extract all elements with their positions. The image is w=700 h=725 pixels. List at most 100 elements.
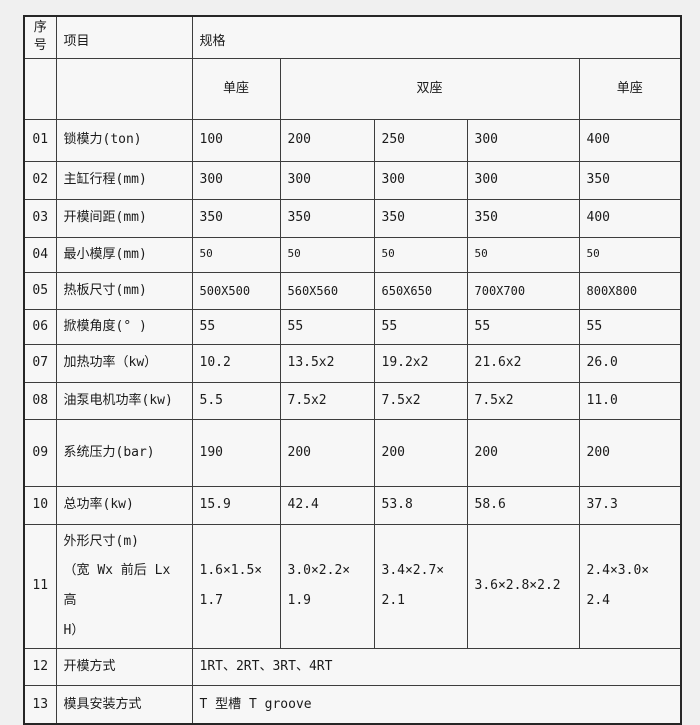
row-value: 5.5 (191, 381, 281, 420)
row-value-span: 1RT、2RT、3RT、4RT (191, 648, 682, 687)
row-value: 1.6×1.5× 1.7 (191, 523, 281, 650)
row-value: 21.6x2 (466, 343, 580, 383)
row-no: 10 (23, 485, 57, 525)
row-value: 15.9 (191, 485, 281, 525)
row-item: 总功率(kw) (55, 485, 193, 525)
row-value: 50 (373, 236, 468, 273)
row-item: 掀模角度(° ) (55, 308, 193, 345)
row-value: 190 (191, 418, 281, 487)
row-value: 55 (578, 308, 682, 345)
row-value: 55 (466, 308, 580, 345)
table-row: 13 模具安装方式 T 型槽 T groove (23, 685, 682, 725)
table-row: 04 最小模厚(mm) 50 50 50 50 50 (23, 236, 682, 273)
row-value: 300 (191, 160, 281, 200)
row-item: 主缸行程(mm) (55, 160, 193, 200)
row-value: 350 (279, 198, 375, 238)
row-no: 13 (23, 685, 57, 725)
header-row-main: 序 号 项目 规格 (23, 15, 682, 59)
row-value: 3.6×2.8×2.2 (466, 523, 580, 650)
row-value: 350 (466, 198, 580, 238)
row-value: 350 (373, 198, 468, 238)
row-value: 7.5x2 (279, 381, 375, 420)
row-value: 100 (191, 118, 281, 162)
row-value: 300 (373, 160, 468, 200)
header-no: 序 号 (23, 15, 57, 59)
table-row: 11 外形尺寸(m) （宽 Wx 前后 Lx 高 H） 1.6×1.5× 1.7… (23, 523, 682, 650)
row-no: 12 (23, 648, 57, 687)
row-item: 锁模力(ton) (55, 118, 193, 162)
row-no: 02 (23, 160, 57, 200)
row-value-span: T 型槽 T groove (191, 685, 682, 725)
table-row: 03 开模间距(mm) 350 350 350 350 400 (23, 198, 682, 238)
row-value: 200 (279, 118, 375, 162)
row-value: 19.2x2 (373, 343, 468, 383)
header-group-single-right: 单座 (578, 57, 682, 120)
row-value: 3.4×2.7× 2.1 (373, 523, 468, 650)
row-no: 05 (23, 271, 57, 310)
table-row: 05 热板尺寸(mm) 500X500 560X560 650X650 700X… (23, 271, 682, 310)
row-no: 04 (23, 236, 57, 273)
row-value: 7.5x2 (466, 381, 580, 420)
table-row: 02 主缸行程(mm) 300 300 300 300 350 (23, 160, 682, 200)
table-row: 12 开模方式 1RT、2RT、3RT、4RT (23, 648, 682, 687)
row-value: 58.6 (466, 485, 580, 525)
row-value: 350 (578, 160, 682, 200)
row-value: 10.2 (191, 343, 281, 383)
row-item: 最小模厚(mm) (55, 236, 193, 273)
row-item: 外形尺寸(m) （宽 Wx 前后 Lx 高 H） (55, 523, 193, 650)
row-value: 300 (466, 118, 580, 162)
row-value: 300 (466, 160, 580, 200)
row-no: 09 (23, 418, 57, 487)
row-item: 加热功率（kw） (55, 343, 193, 383)
header-row-groups: 单座 双座 单座 (23, 57, 682, 120)
header-empty-item (55, 57, 193, 120)
row-value: 300 (279, 160, 375, 200)
row-value: 50 (578, 236, 682, 273)
row-item: 模具安装方式 (55, 685, 193, 725)
row-value: 26.0 (578, 343, 682, 383)
row-no: 08 (23, 381, 57, 420)
header-group-double: 双座 (279, 57, 580, 120)
row-value: 800X800 (578, 271, 682, 310)
row-value: 42.4 (279, 485, 375, 525)
row-value: 400 (578, 198, 682, 238)
row-value: 500X500 (191, 271, 281, 310)
row-item: 开模间距(mm) (55, 198, 193, 238)
row-value: 11.0 (578, 381, 682, 420)
spec-table: 序 号 项目 规格 单座 双座 单座 01 锁模力(ton) 100 200 2… (23, 15, 683, 725)
row-item: 开模方式 (55, 648, 193, 687)
table-row: 09 系统压力(bar) 190 200 200 200 200 (23, 418, 682, 487)
row-value: 53.8 (373, 485, 468, 525)
row-no: 07 (23, 343, 57, 383)
row-item: 系统压力(bar) (55, 418, 193, 487)
row-value: 400 (578, 118, 682, 162)
row-value: 37.3 (578, 485, 682, 525)
row-no: 11 (23, 523, 57, 650)
row-value: 200 (578, 418, 682, 487)
row-value: 200 (373, 418, 468, 487)
table-row: 08 油泵电机功率(kw) 5.5 7.5x2 7.5x2 7.5x2 11.0 (23, 381, 682, 420)
row-value: 55 (279, 308, 375, 345)
row-value: 650X650 (373, 271, 468, 310)
table-row: 07 加热功率（kw） 10.2 13.5x2 19.2x2 21.6x2 26… (23, 343, 682, 383)
row-value: 50 (191, 236, 281, 273)
row-no: 01 (23, 118, 57, 162)
row-value: 7.5x2 (373, 381, 468, 420)
row-value: 250 (373, 118, 468, 162)
header-item: 项目 (55, 15, 193, 59)
header-spec: 规格 (191, 15, 682, 59)
row-value: 560X560 (279, 271, 375, 310)
table-row: 06 掀模角度(° ) 55 55 55 55 55 (23, 308, 682, 345)
row-value: 55 (191, 308, 281, 345)
row-item: 油泵电机功率(kw) (55, 381, 193, 420)
row-item: 热板尺寸(mm) (55, 271, 193, 310)
header-group-single-left: 单座 (191, 57, 281, 120)
row-value: 3.0×2.2× 1.9 (279, 523, 375, 650)
row-value: 200 (466, 418, 580, 487)
header-empty-no (23, 57, 57, 120)
row-no: 06 (23, 308, 57, 345)
row-no: 03 (23, 198, 57, 238)
row-value: 2.4×3.0× 2.4 (578, 523, 682, 650)
row-value: 55 (373, 308, 468, 345)
row-value: 700X700 (466, 271, 580, 310)
